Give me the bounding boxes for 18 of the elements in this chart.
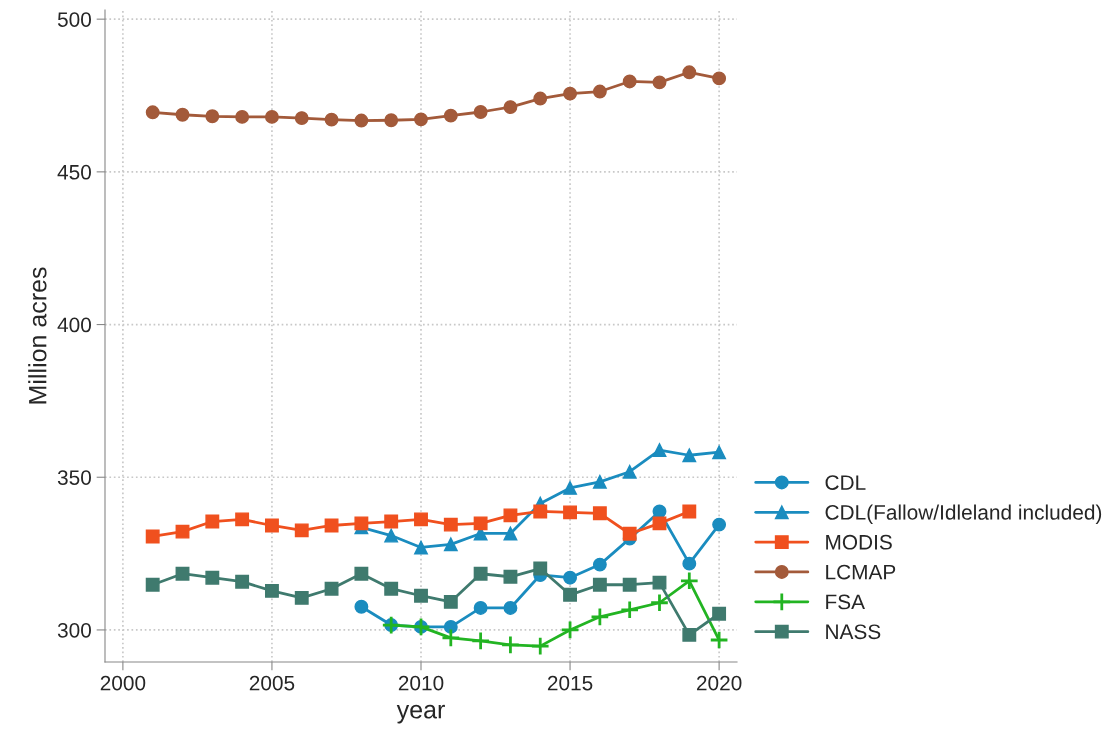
x-tick-label: 2010 [398,675,444,691]
x-axis-title: year [396,704,445,724]
x-tick-label: 2000 [100,675,146,691]
y-tick-label: 400 [57,317,91,333]
legend-label: FSA [826,594,865,610]
y-tick-label: 450 [57,164,91,180]
legend-label: CDL(Fallow/Idleland included) [825,504,1102,524]
legend-label: CDL [825,475,866,490]
y-tick-label: 500 [57,12,91,27]
y-tick-label: 300 [57,622,91,638]
y-tick-label: 350 [57,470,91,485]
legend-label: NASS [826,624,881,640]
x-tick-label: 2015 [547,675,593,691]
legend-label: LCMAP [826,564,896,580]
legend-label: MODIS [826,534,892,550]
y-axis-title: Million acres [28,267,47,404]
x-tick-label: 2020 [696,675,742,691]
x-tick-label: 2005 [249,675,295,691]
